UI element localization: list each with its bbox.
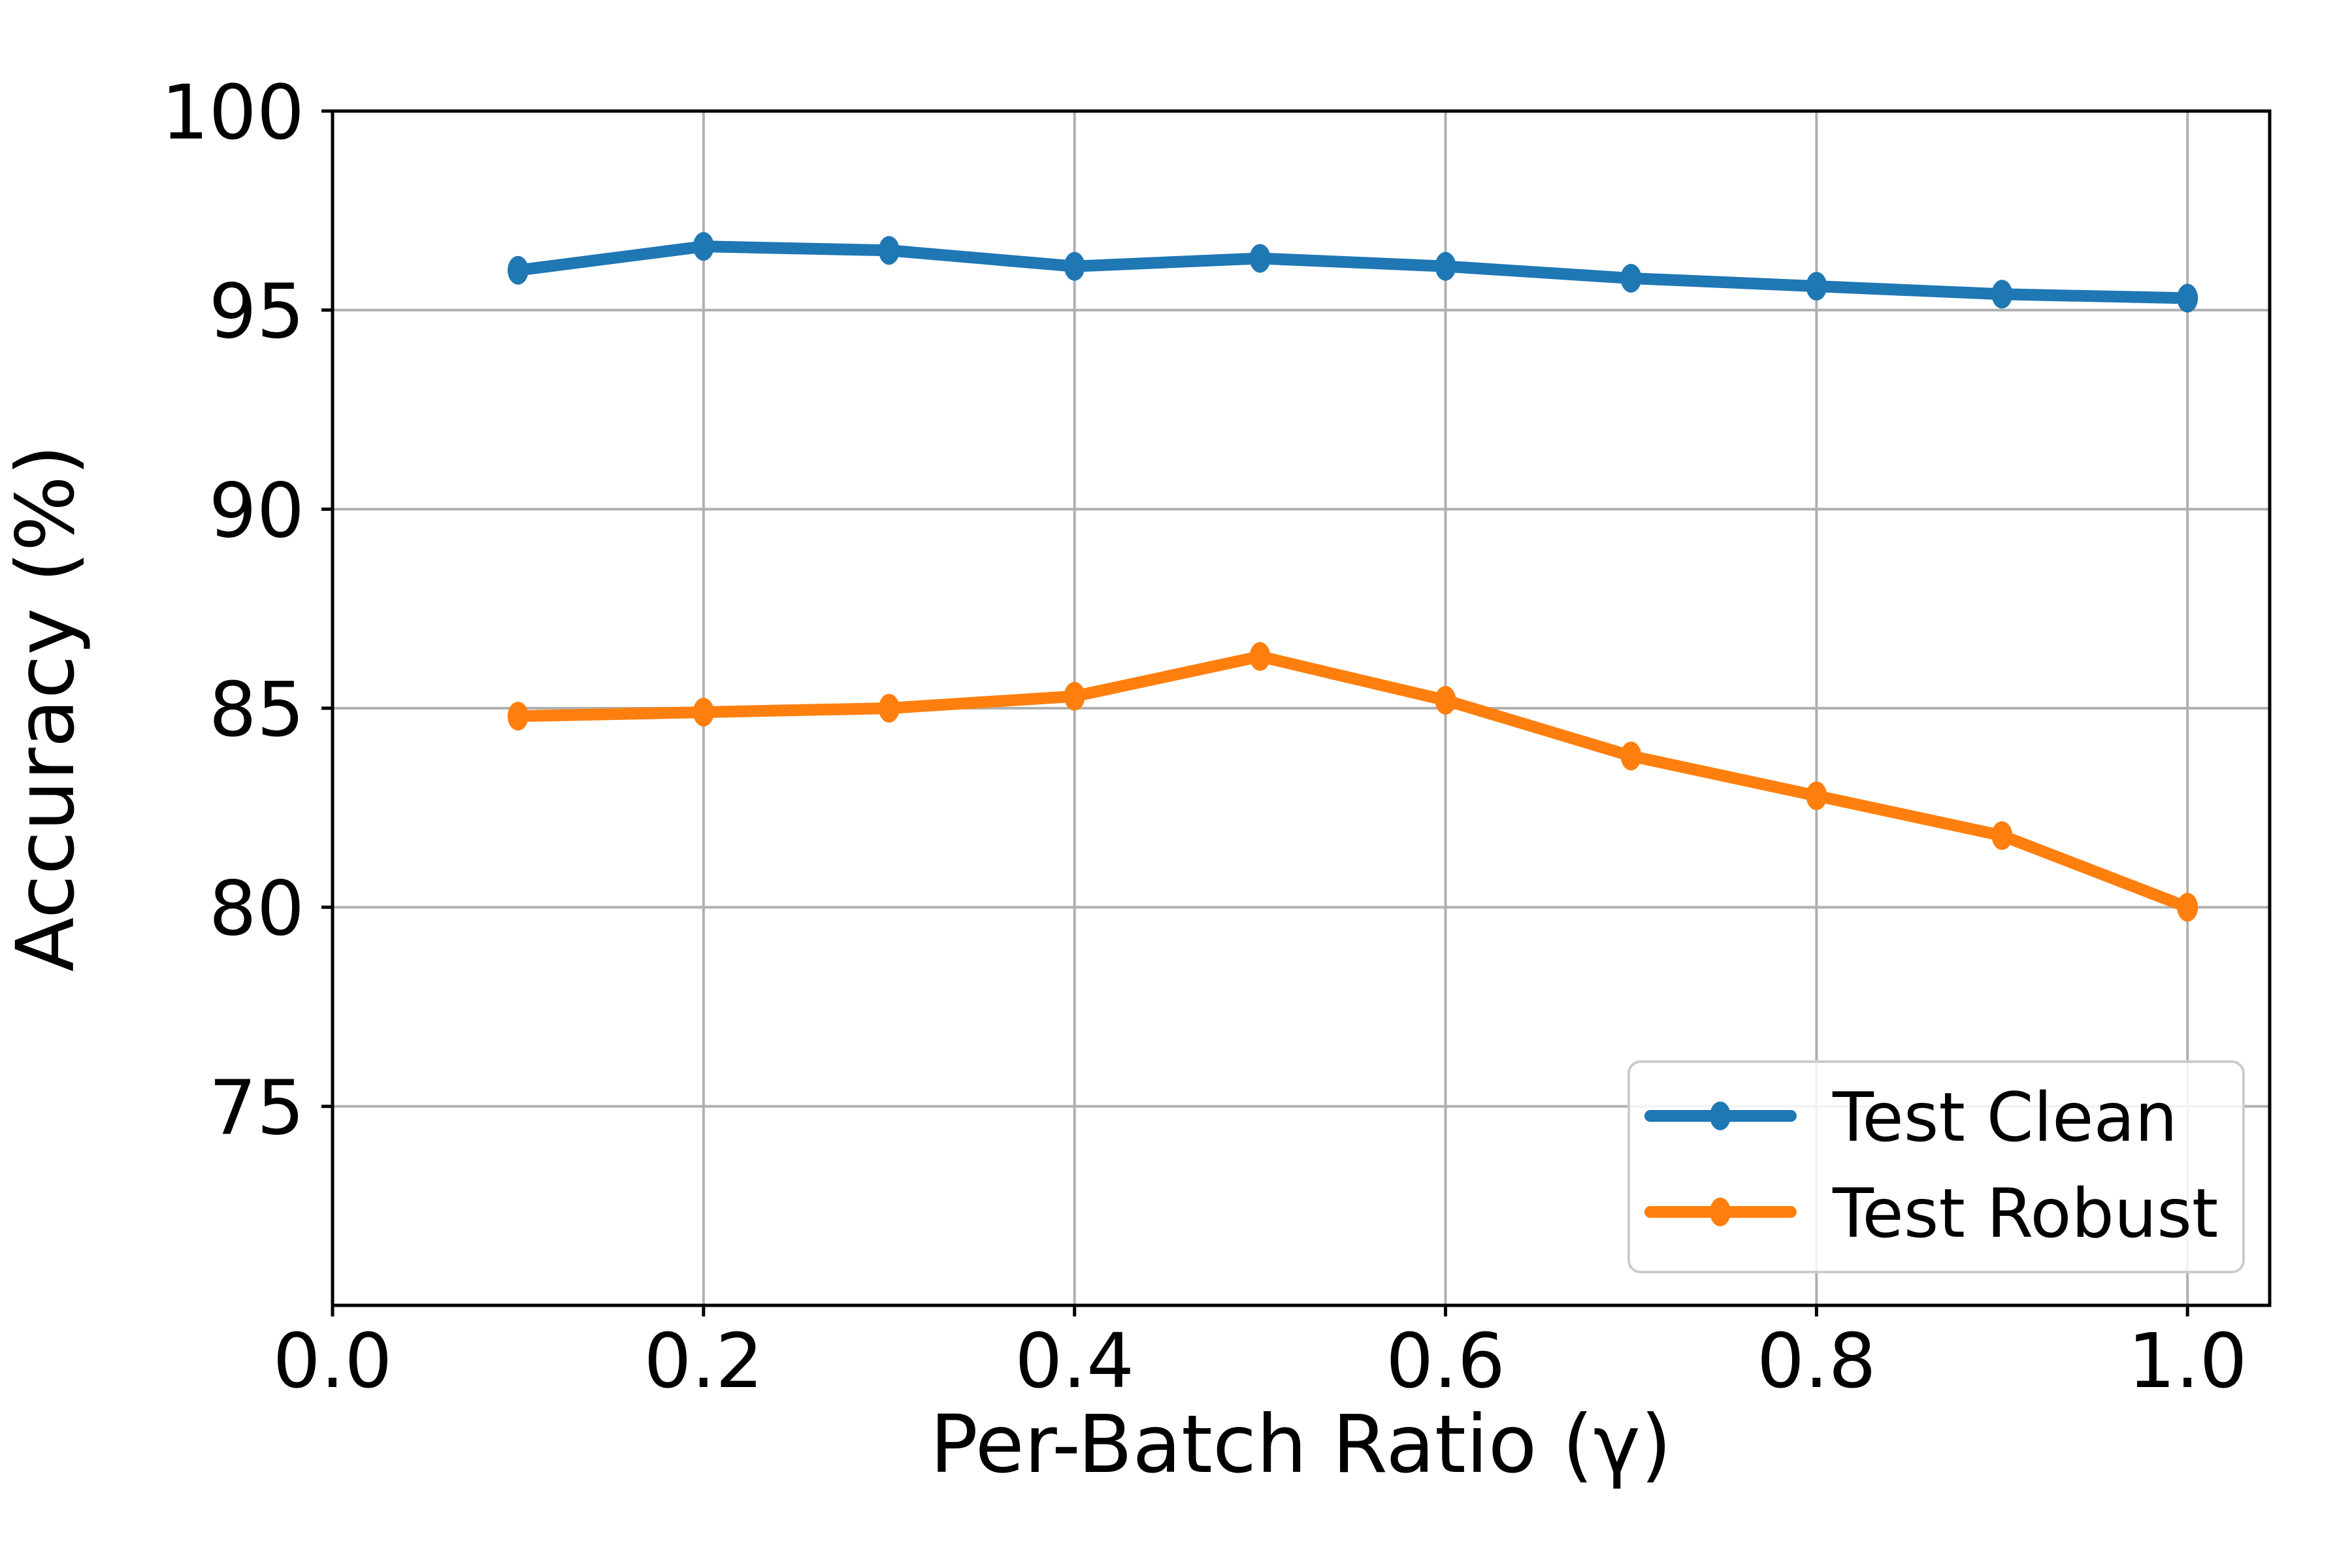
data-point-marker bbox=[507, 702, 529, 731]
y-axis-label: Accuracy (%) bbox=[0, 445, 92, 972]
y-tick-label: 75 bbox=[209, 1064, 304, 1152]
x-tick-label: 0.8 bbox=[1757, 1318, 1876, 1405]
data-point-marker bbox=[1249, 244, 1271, 273]
y-tick-label: 100 bbox=[161, 69, 305, 157]
y-tick-label: 95 bbox=[209, 269, 304, 356]
data-point-marker bbox=[1064, 681, 1085, 711]
x-tick-label: 0.6 bbox=[1386, 1318, 1505, 1405]
data-point-marker bbox=[2177, 892, 2198, 922]
x-tick-label: 1.0 bbox=[2128, 1318, 2247, 1405]
data-point-marker bbox=[1064, 252, 1085, 281]
data-point-marker bbox=[1806, 272, 1827, 301]
x-tick-label: 0.0 bbox=[273, 1318, 393, 1405]
series-line-1 bbox=[512, 650, 2194, 913]
legend-label: Test Robust bbox=[1832, 1175, 2218, 1253]
legend-marker bbox=[1710, 1102, 1731, 1130]
data-point-marker bbox=[1620, 742, 1642, 771]
data-point-marker bbox=[1991, 821, 2013, 850]
y-tick-label: 90 bbox=[209, 467, 304, 555]
legend: Test Clean Test Robust bbox=[1627, 1060, 2245, 1273]
data-point-marker bbox=[693, 232, 714, 261]
data-series bbox=[507, 232, 2198, 922]
data-point-marker bbox=[693, 698, 714, 727]
data-point-marker bbox=[507, 255, 529, 285]
series-line-0 bbox=[512, 240, 2194, 304]
data-point-marker bbox=[1249, 642, 1271, 671]
tick-labels: 0.0 0.2 0.4 0.6 0.8 1.0 100 95 90 85 80 75 bbox=[161, 69, 2247, 1405]
data-point-marker bbox=[1806, 781, 1827, 811]
data-point-marker bbox=[878, 236, 900, 265]
data-point-marker bbox=[878, 694, 900, 723]
x-tick-label: 0.4 bbox=[1015, 1318, 1134, 1405]
data-point-marker bbox=[1435, 252, 1456, 281]
y-tick-label: 85 bbox=[209, 666, 304, 754]
data-point-marker bbox=[1620, 263, 1642, 293]
data-point-marker bbox=[2177, 284, 2198, 313]
x-axis-label: Per-Batch Ratio (γ) bbox=[930, 1398, 1671, 1491]
x-tick-label: 0.2 bbox=[644, 1318, 763, 1405]
legend-marker bbox=[1710, 1198, 1731, 1226]
tick-marks bbox=[321, 109, 2189, 1316]
data-point-marker bbox=[1991, 280, 2013, 309]
data-point-marker bbox=[1435, 685, 1456, 715]
legend-label: Test Clean bbox=[1832, 1079, 2178, 1157]
y-tick-label: 80 bbox=[209, 866, 304, 953]
